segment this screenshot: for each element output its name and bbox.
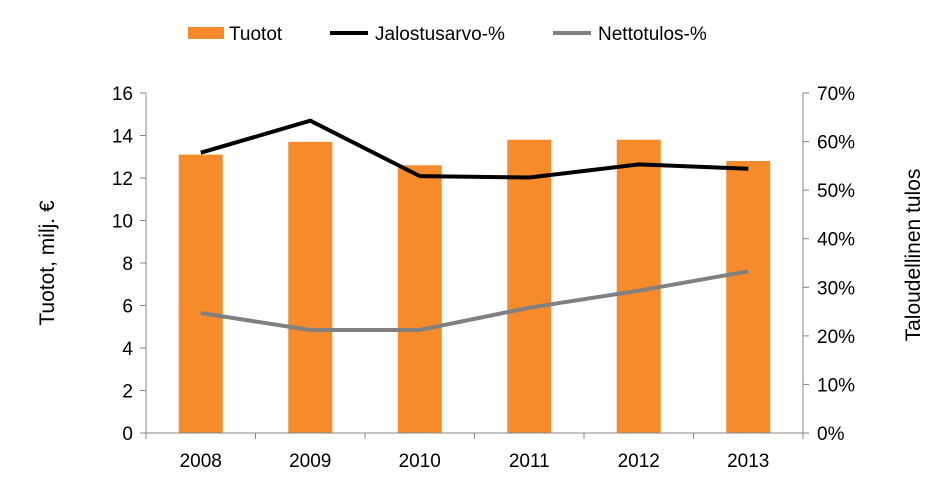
y-tick-label: 2 [122, 382, 133, 403]
y-axis-title: Tuotot, milj. € [36, 200, 59, 326]
axes: 0 2 4 6 8 10 12 14 16 0% 10% 20% 30% 40% 50% 60% 70% 2008… [112, 84, 855, 472]
y-tick-label: 4 [122, 339, 133, 360]
x-tick-label: 2010 [399, 451, 441, 472]
line-nettotulos- [200, 269, 749, 332]
x-tick-label: 2009 [289, 451, 331, 472]
bar-2008 [178, 154, 223, 433]
line-jalostusarvo- [200, 118, 749, 180]
y2-tick-label: 30% [817, 278, 855, 299]
y2-tick-label: 40% [817, 230, 855, 251]
y-tick-label: 0 [122, 424, 133, 445]
legend-label: Nettotulos-% [598, 24, 707, 45]
y2-tick-label: 10% [817, 375, 855, 396]
y2-tick-label: 50% [817, 181, 855, 202]
x-tick-label: 2013 [727, 451, 769, 472]
y-tick-label: 8 [122, 254, 133, 275]
bar-series [178, 139, 771, 433]
x-tick-label: 2012 [618, 451, 660, 472]
x-tick-label: 2008 [180, 451, 222, 472]
y2-tick-label: 60% [817, 133, 855, 154]
bar-2013 [726, 161, 771, 433]
y2-tick-label: 0% [817, 424, 845, 445]
legend: Tuotot Jalostusarvo-% Nettotulos-% [188, 24, 707, 45]
y2-tick-label: 70% [817, 84, 855, 105]
y-tick-label: 16 [112, 84, 133, 105]
legend-label: Jalostusarvo-% [375, 24, 505, 45]
line-series [200, 118, 749, 332]
axis-titles: Tuotot, milj. € Taloudellinen tulos [36, 169, 925, 342]
y-tick-label: 12 [112, 169, 133, 190]
y-tick-label: 14 [112, 127, 134, 148]
bar-2009 [288, 141, 333, 433]
legend-swatch-bar [188, 27, 224, 39]
y2-axis-title: Taloudellinen tulos [902, 169, 925, 342]
y2-tick-label: 20% [817, 327, 855, 348]
bar-2011 [507, 139, 552, 433]
bar-2010 [397, 165, 442, 433]
y-tick-label: 6 [122, 297, 133, 318]
legend-label: Tuotot [229, 24, 283, 45]
x-tick-label: 2011 [509, 451, 550, 472]
y-tick-label: 10 [112, 212, 133, 233]
